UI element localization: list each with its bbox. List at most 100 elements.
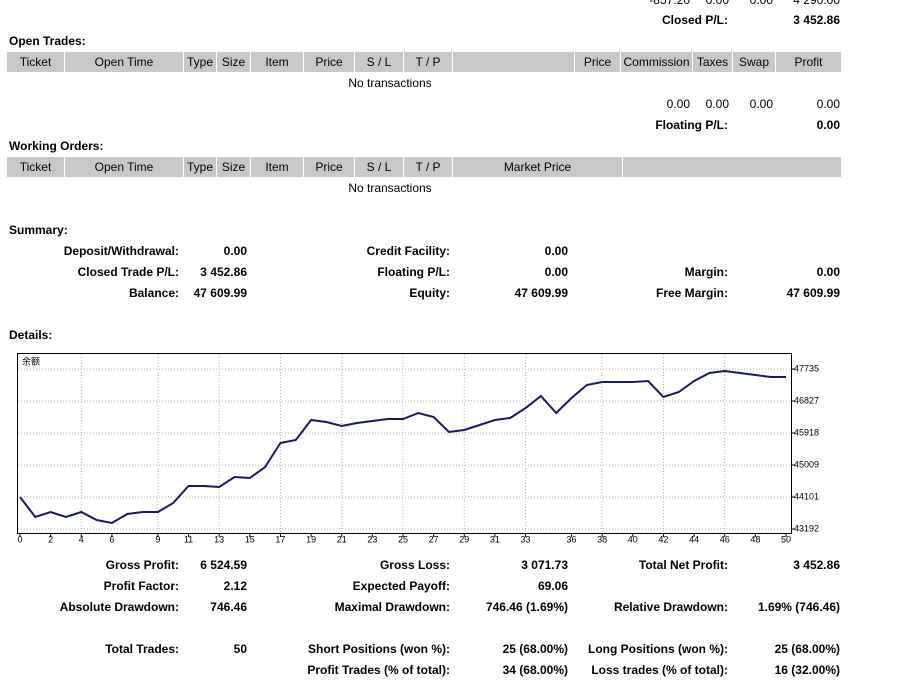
x-tick-label: 42 — [658, 534, 668, 544]
column-header: T / P — [404, 52, 453, 72]
x-tick-label: 13 — [214, 534, 224, 544]
stat-value: 746.46 — [210, 600, 247, 614]
x-tick-label: 44 — [689, 534, 699, 544]
section-title: Open Trades: — [9, 34, 86, 48]
summary-label: Equity: — [409, 286, 450, 300]
section-title: Summary: — [9, 223, 68, 237]
column-header: Swap — [733, 52, 776, 72]
plot-frame — [17, 353, 792, 534]
stat-label: Absolute Drawdown: — [59, 600, 179, 614]
closed-pl-label: Closed P/L: — [661, 13, 728, 27]
summary-label: Deposit/Withdrawal: — [63, 244, 179, 258]
stat-value: 25 (68.00%) — [774, 642, 840, 656]
x-tick-label: 33 — [521, 534, 531, 544]
summary-value: 3 452.86 — [200, 265, 247, 279]
column-header: Price — [304, 157, 355, 177]
column-header: Type — [184, 157, 217, 177]
x-tick-label: 23 — [367, 534, 377, 544]
column-header: Price — [304, 52, 355, 72]
x-tick-label: 38 — [597, 534, 607, 544]
stat-label: Total Net Profit: — [638, 558, 728, 572]
section-title: Details: — [9, 328, 53, 342]
y-tick-label: 45918 — [794, 427, 819, 437]
column-header: Price — [575, 52, 621, 72]
y-tick-label: 44101 — [794, 491, 819, 501]
open-total: 0.00 — [666, 97, 690, 111]
x-tick-label: 4 — [79, 534, 84, 544]
x-tick-label: 11 — [184, 534, 193, 544]
column-header: S / L — [355, 157, 404, 177]
summary-value: 0.00 — [544, 244, 568, 258]
column-header: Size — [217, 52, 251, 72]
stat-label: Expected Payoff: — [352, 579, 450, 593]
column-header: Type — [184, 52, 217, 72]
summary-value: 47 609.99 — [786, 286, 840, 300]
open-total: 0.00 — [749, 97, 773, 111]
column-header — [623, 157, 842, 177]
x-tick-label: 29 — [459, 534, 469, 544]
stat-label: Profit Trades (% of total): — [307, 663, 450, 677]
summary-value: 0.00 — [223, 244, 247, 258]
summary-label: Margin: — [684, 265, 728, 279]
column-header: Open Time — [65, 52, 184, 72]
stat-value: 50 — [233, 642, 247, 656]
summary-label: Balance: — [128, 286, 179, 300]
closed-total: 0.00 — [749, 0, 773, 7]
closed-pl-value: 3 452.86 — [793, 13, 840, 27]
closed-total: 0.00 — [705, 0, 729, 7]
stat-value: 16 (32.00%) — [774, 663, 840, 677]
column-header: Commission — [621, 52, 693, 72]
open-total: 0.00 — [705, 97, 729, 111]
stat-label: Long Positions (won %): — [588, 642, 728, 656]
column-header: Profit — [776, 52, 842, 72]
y-tick-label: 46827 — [794, 395, 819, 405]
x-tick-label: 31 — [490, 534, 500, 544]
summary-value: 0.00 — [816, 265, 840, 279]
stat-label: Maximal Drawdown: — [334, 600, 450, 614]
stat-value: 25 (68.00%) — [502, 642, 568, 656]
stat-label: Profit Factor: — [103, 579, 179, 593]
x-tick-label: 21 — [337, 534, 347, 544]
balance-line — [19, 369, 786, 525]
stat-label: Gross Profit: — [105, 558, 179, 572]
stat-label: Short Positions (won %): — [308, 642, 450, 656]
x-tick-label: 46 — [720, 534, 730, 544]
x-tick-label: 25 — [398, 534, 408, 544]
summary-label: Credit Facility: — [366, 244, 450, 258]
column-header: Taxes — [693, 52, 733, 72]
summary-label: Free Margin: — [655, 286, 728, 300]
y-tick-label: 45009 — [794, 459, 819, 469]
stat-label: Loss trades (% of total): — [591, 663, 728, 677]
column-header: Item — [251, 52, 304, 72]
x-tick-label: 17 — [275, 534, 285, 544]
stat-value: 1.69% (746.46) — [757, 600, 840, 614]
x-tick-label: 2 — [48, 534, 53, 544]
stat-value: 3 071.73 — [521, 558, 568, 572]
stat-value: 34 (68.00%) — [502, 663, 568, 677]
stat-label: Total Trades: — [105, 642, 179, 656]
stat-value: 69.06 — [537, 579, 568, 593]
stat-value: 746.46 (1.69%) — [485, 600, 568, 614]
open-total: 0.00 — [816, 97, 840, 111]
column-header: Market Price — [453, 157, 623, 177]
x-tick-label: 50 — [781, 534, 791, 544]
stat-label: Relative Drawdown: — [613, 600, 728, 614]
column-header: Size — [217, 157, 251, 177]
closed-total: 4 290.00 — [793, 0, 840, 7]
stat-label: Gross Loss: — [379, 558, 450, 572]
summary-value: 47 609.99 — [514, 286, 568, 300]
summary-label: Floating P/L: — [377, 265, 450, 279]
x-tick-label: 6 — [109, 534, 114, 544]
stat-value: 6 524.59 — [200, 558, 247, 572]
section-title: Working Orders: — [9, 139, 104, 153]
closed-total: -857.20 — [649, 0, 690, 7]
x-tick-label: 0 — [17, 534, 22, 544]
summary-value: 47 609.99 — [193, 286, 247, 300]
empty-message: No transactions — [348, 76, 432, 90]
column-header: Ticket — [7, 52, 65, 72]
x-tick-label: 48 — [750, 534, 760, 544]
x-tick-label: 27 — [429, 534, 439, 544]
